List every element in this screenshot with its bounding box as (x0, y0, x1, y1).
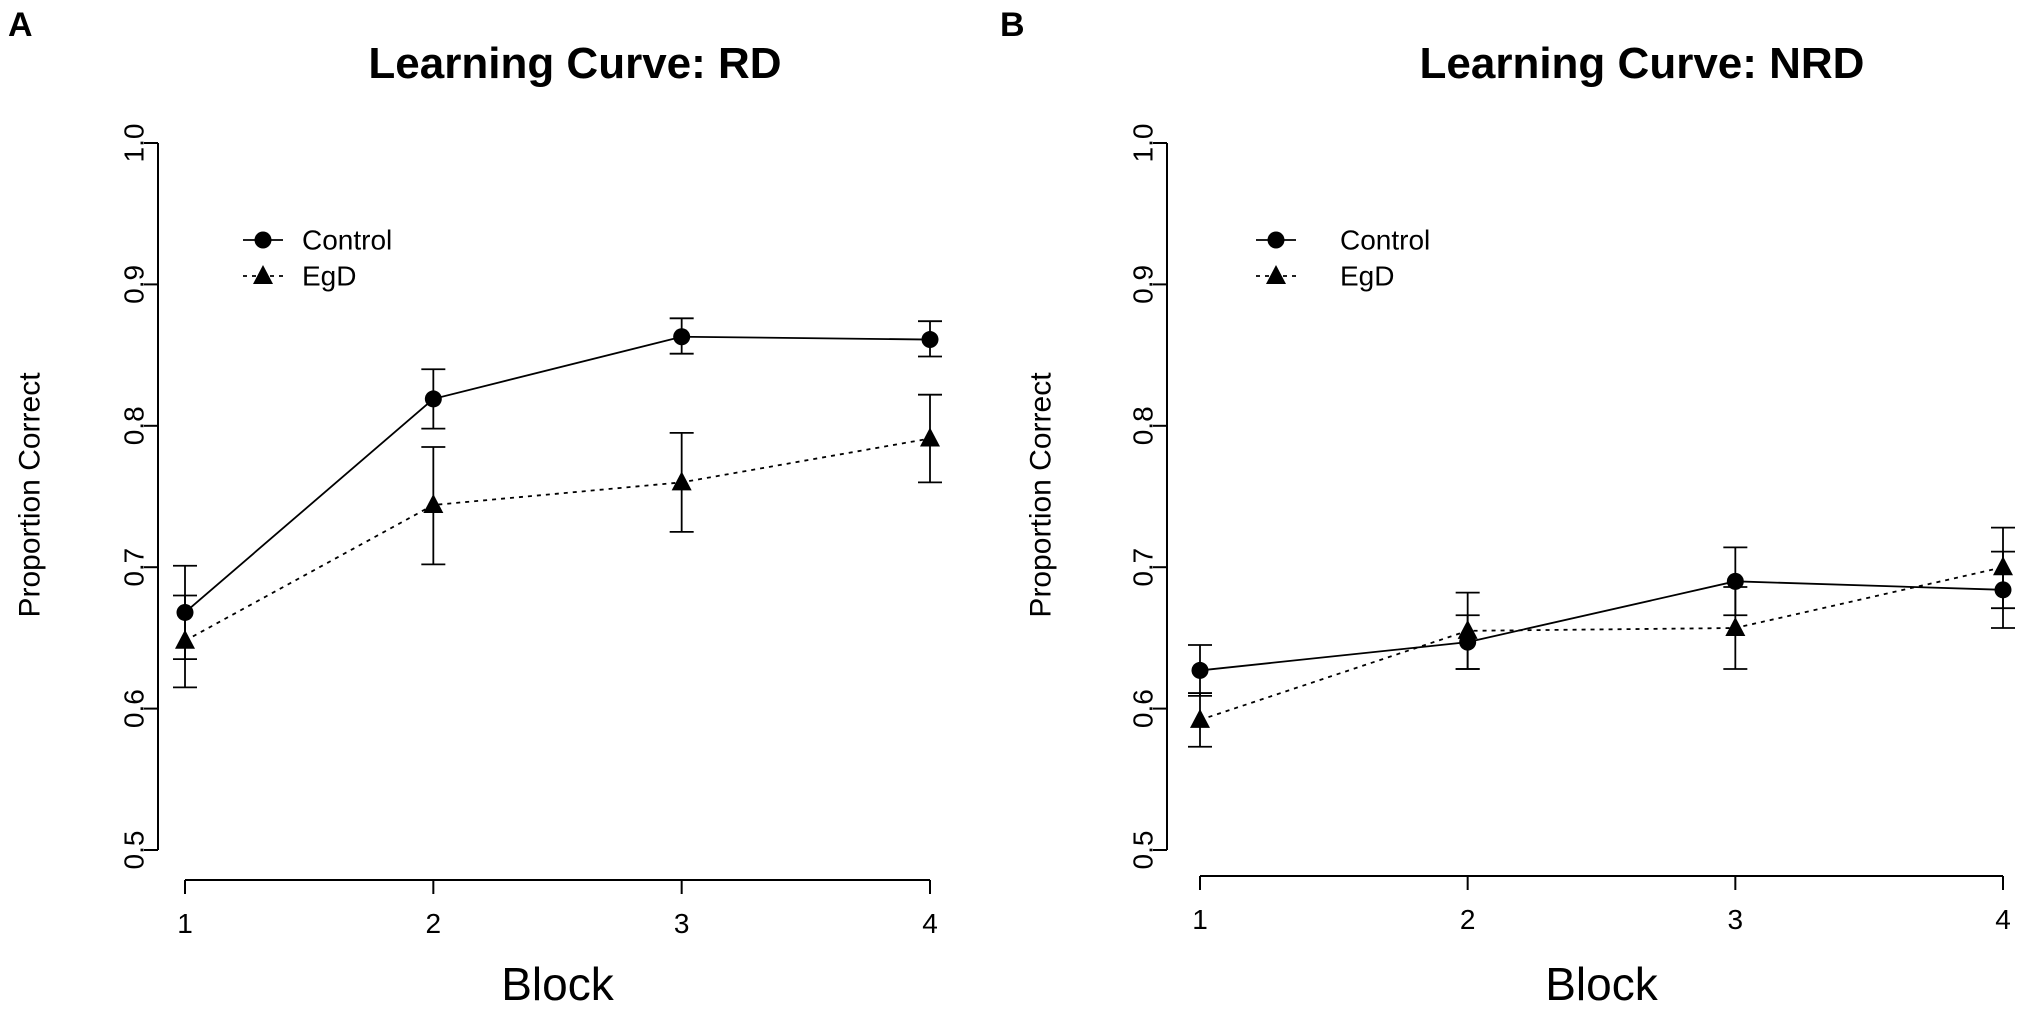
legend-marker-circle (254, 231, 272, 249)
y-tick-label: 0.7 (1128, 548, 1159, 587)
x-tick-label: 1 (1192, 904, 1208, 935)
y-tick-label: 0.8 (1128, 406, 1159, 445)
data-point-circle (1191, 661, 1209, 679)
data-point-triangle (1190, 708, 1210, 728)
x-axis-label: Block (501, 958, 614, 1010)
series-line (1199, 580, 2004, 672)
legend-marker-triangle (1266, 265, 1286, 284)
y-tick-label: 0.5 (1128, 831, 1159, 870)
x-axis-label: Block (1545, 958, 1658, 1010)
data-point-triangle (423, 493, 444, 513)
panel-a: A Learning Curve: RD 0.5 0.6 0.7 0.8 0.9 1.0 Pro… (8, 6, 942, 1010)
y-tick-label: 0.9 (119, 265, 150, 304)
x-tick-label: 1 (177, 908, 193, 939)
x-tick-label: 2 (1460, 904, 1476, 935)
y-tick-label: 1.0 (1128, 124, 1159, 163)
data-point-triangle (1993, 556, 2013, 576)
series-control (1188, 546, 2015, 697)
legend: Control EgD (1256, 225, 1430, 292)
data-point-circle (1726, 572, 1744, 590)
data-point-triangle (1725, 617, 1746, 637)
series-line (184, 335, 931, 614)
y-tick-label: 0.6 (1128, 689, 1159, 728)
data-point-triangle (1457, 619, 1478, 639)
x-tick-label: 3 (674, 908, 690, 939)
panel-b: B Learning Curve: NRD 0.5 0.6 0.7 0.8 0.9 1.0 Pr… (1000, 6, 2015, 1010)
series-control (173, 317, 942, 661)
y-tick-label: 0.8 (119, 406, 150, 445)
legend: Control EgD (243, 225, 392, 292)
y-tick-label: 0.7 (119, 548, 150, 587)
legend-label: Control (302, 225, 392, 256)
legend-marker-circle (1267, 231, 1285, 249)
x-tick-label: 4 (1995, 904, 2011, 935)
data-point-circle (424, 390, 442, 408)
data-point-triangle (920, 427, 940, 447)
series-egd (173, 393, 942, 689)
y-tick-label: 0.5 (119, 831, 150, 870)
legend-marker-triangle (253, 265, 273, 284)
series-line (184, 437, 931, 642)
chart-title: Learning Curve: NRD (1420, 39, 1865, 88)
series-egd (1188, 526, 2015, 748)
y-axis-label: Proportion Correct (1025, 372, 1058, 618)
y-tick-label: 0.6 (119, 689, 150, 728)
chart-title: Learning Curve: RD (368, 39, 781, 88)
series-line (1199, 566, 2004, 721)
y-axis-label: Proportion Correct (14, 372, 47, 618)
x-tick-label: 4 (922, 908, 938, 939)
data-point-circle (673, 328, 691, 346)
panel-letter: A (8, 6, 33, 44)
x-tick-label: 3 (1728, 904, 1744, 935)
legend-label: EgD (1340, 261, 1394, 292)
y-tick-label: 0.9 (1128, 265, 1159, 304)
legend-label: EgD (302, 261, 356, 292)
data-point-triangle (671, 471, 692, 491)
data-point-circle (921, 331, 939, 349)
legend-label: Control (1340, 225, 1430, 256)
x-tick-label: 2 (426, 908, 442, 939)
y-tick-label: 1.0 (119, 124, 150, 163)
panel-letter: B (1000, 6, 1025, 44)
data-point-triangle (175, 629, 195, 649)
